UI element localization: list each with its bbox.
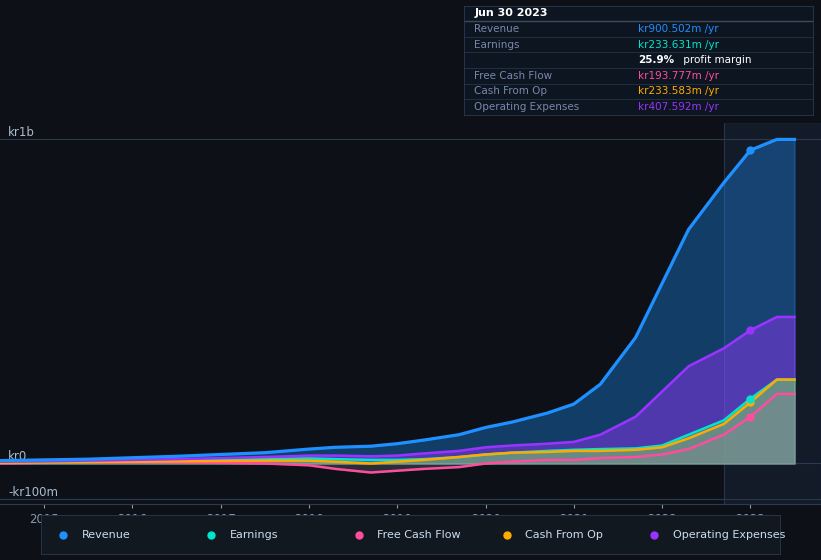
Text: Cash From Op: Cash From Op: [525, 530, 603, 540]
Text: Cash From Op: Cash From Op: [475, 86, 548, 96]
Text: kr1b: kr1b: [8, 127, 35, 139]
Text: profit margin: profit margin: [680, 55, 752, 65]
Text: 25.9%: 25.9%: [639, 55, 675, 65]
Text: kr233.583m /yr: kr233.583m /yr: [639, 86, 719, 96]
Text: Revenue: Revenue: [82, 530, 131, 540]
Text: kr407.592m /yr: kr407.592m /yr: [639, 102, 719, 112]
Text: Jun 30 2023: Jun 30 2023: [475, 8, 548, 18]
Bar: [724, 123, 821, 504]
Text: Earnings: Earnings: [230, 530, 278, 540]
Text: Earnings: Earnings: [475, 40, 520, 50]
Text: kr0: kr0: [8, 450, 27, 464]
Text: kr193.777m /yr: kr193.777m /yr: [639, 71, 719, 81]
Text: kr233.631m /yr: kr233.631m /yr: [639, 40, 719, 50]
Text: Free Cash Flow: Free Cash Flow: [378, 530, 461, 540]
Text: -kr100m: -kr100m: [8, 487, 58, 500]
Text: kr900.502m /yr: kr900.502m /yr: [639, 24, 719, 34]
Text: Free Cash Flow: Free Cash Flow: [475, 71, 553, 81]
Text: Operating Expenses: Operating Expenses: [673, 530, 785, 540]
Text: Operating Expenses: Operating Expenses: [475, 102, 580, 112]
Text: Revenue: Revenue: [475, 24, 520, 34]
